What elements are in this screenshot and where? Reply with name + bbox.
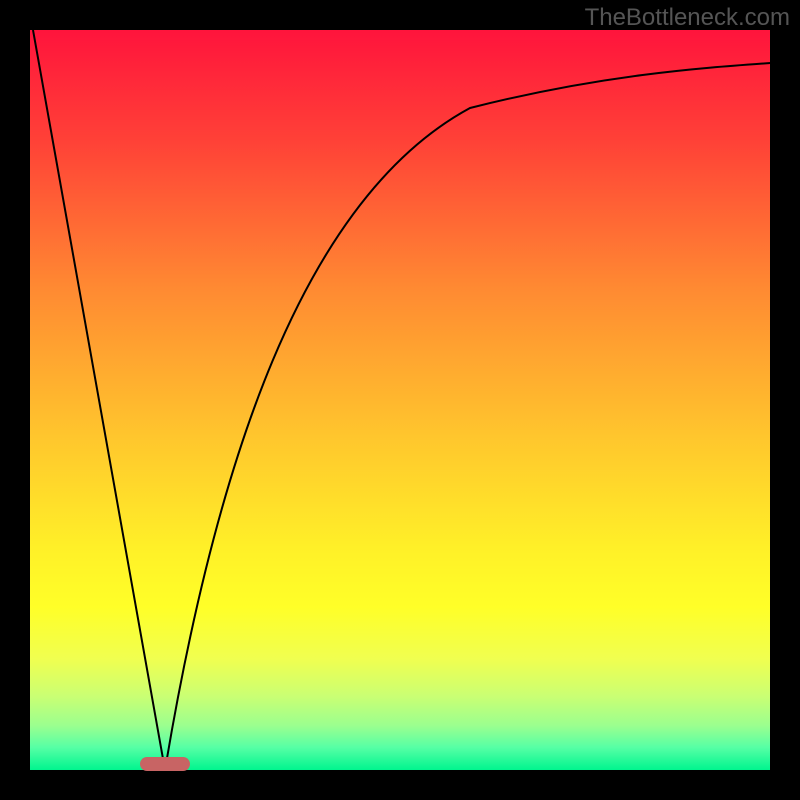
watermark-text: TheBottleneck.com bbox=[585, 4, 790, 32]
bottleneck-chart bbox=[0, 0, 800, 800]
chart-background-gradient bbox=[30, 30, 770, 770]
optimal-point-marker bbox=[140, 757, 190, 771]
